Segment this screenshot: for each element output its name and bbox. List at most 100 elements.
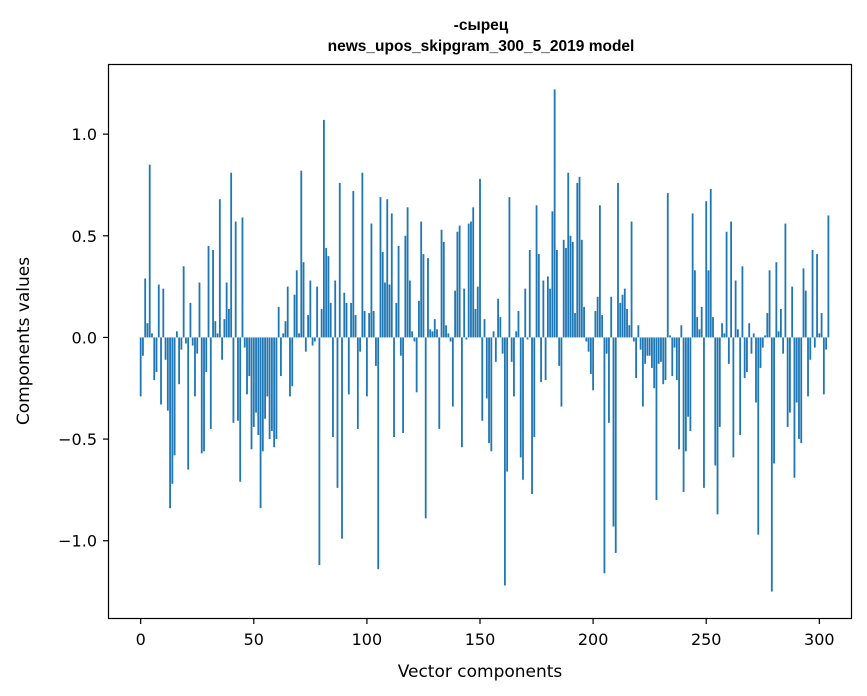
bar — [384, 282, 386, 338]
x-tick-label: 50 — [244, 630, 264, 649]
bar — [786, 337, 789, 427]
bar — [608, 337, 610, 423]
bar — [341, 337, 343, 539]
bar — [798, 337, 800, 440]
bar — [687, 337, 690, 417]
y-tick-label: 1.0 — [72, 125, 97, 144]
bar — [180, 337, 183, 350]
bar — [424, 337, 427, 519]
y-axis-ticks: −1.0 −0.5 0.0 0.5 1.0 — [58, 125, 109, 551]
bar — [169, 337, 171, 509]
bar — [675, 337, 678, 381]
bar — [621, 294, 624, 338]
bar — [750, 337, 753, 354]
bar — [775, 262, 778, 338]
bar — [497, 298, 499, 338]
bar — [252, 337, 255, 427]
bar — [268, 337, 271, 440]
bar — [574, 313, 576, 338]
x-tick-label: 0 — [136, 630, 146, 649]
x-tick-label: 300 — [804, 630, 835, 649]
bar — [472, 207, 475, 338]
bar — [488, 337, 490, 444]
bar — [757, 337, 760, 535]
bar — [447, 333, 450, 338]
bar — [209, 337, 212, 429]
plot-frame — [107, 63, 853, 620]
bar — [485, 337, 488, 399]
bar — [510, 337, 513, 362]
bar — [546, 276, 549, 338]
bar — [807, 337, 809, 397]
bar — [280, 337, 282, 377]
bar — [712, 317, 714, 338]
bar — [467, 223, 470, 338]
bar — [707, 270, 710, 338]
bar — [246, 337, 248, 395]
bar — [739, 337, 742, 436]
bar — [820, 313, 823, 338]
bar — [212, 250, 214, 338]
bar — [456, 231, 459, 338]
bar — [639, 337, 642, 350]
bar — [422, 254, 425, 338]
bar — [429, 329, 432, 338]
bar — [214, 321, 217, 338]
bar — [768, 270, 771, 338]
bar — [160, 337, 162, 405]
x-tick-label: 200 — [578, 630, 609, 649]
bar — [216, 333, 219, 338]
bar — [470, 221, 472, 338]
bar — [784, 223, 787, 338]
bar — [626, 308, 628, 338]
bar — [716, 337, 719, 515]
bar — [194, 337, 196, 397]
bar — [669, 335, 671, 338]
bar — [427, 258, 429, 338]
bar — [483, 319, 486, 338]
bar — [680, 325, 683, 338]
bar — [594, 311, 597, 338]
bar — [549, 288, 552, 338]
bar — [386, 199, 389, 338]
bar — [173, 337, 176, 456]
bar — [368, 313, 371, 338]
bar — [678, 337, 680, 450]
bar — [225, 282, 228, 338]
bar — [567, 172, 570, 338]
bar — [404, 235, 407, 338]
bar — [479, 178, 481, 338]
bar — [553, 89, 556, 338]
bar — [800, 337, 803, 444]
bar — [286, 286, 289, 338]
bar — [822, 337, 825, 395]
bar — [556, 250, 558, 338]
bar — [565, 247, 567, 338]
bar — [377, 337, 380, 570]
x-axis-ticks: 0 50 100 150 200 250 300 — [136, 618, 835, 649]
bar — [598, 205, 601, 338]
bar — [782, 337, 785, 354]
bar — [689, 337, 692, 431]
bar — [338, 182, 341, 338]
bar — [791, 286, 794, 338]
bar — [304, 337, 307, 352]
bar — [542, 280, 545, 338]
bar — [583, 306, 585, 338]
bar — [560, 337, 563, 407]
bar — [345, 302, 348, 338]
bar — [655, 337, 658, 501]
bar — [461, 337, 463, 448]
bar — [363, 311, 366, 338]
bar — [372, 311, 375, 338]
bar — [415, 337, 418, 393]
bar — [356, 337, 359, 429]
bar — [580, 239, 583, 338]
bar — [325, 247, 328, 338]
bar — [605, 337, 608, 354]
bar — [725, 231, 728, 338]
bar — [651, 337, 653, 368]
bar — [666, 193, 669, 338]
bar — [307, 315, 309, 338]
